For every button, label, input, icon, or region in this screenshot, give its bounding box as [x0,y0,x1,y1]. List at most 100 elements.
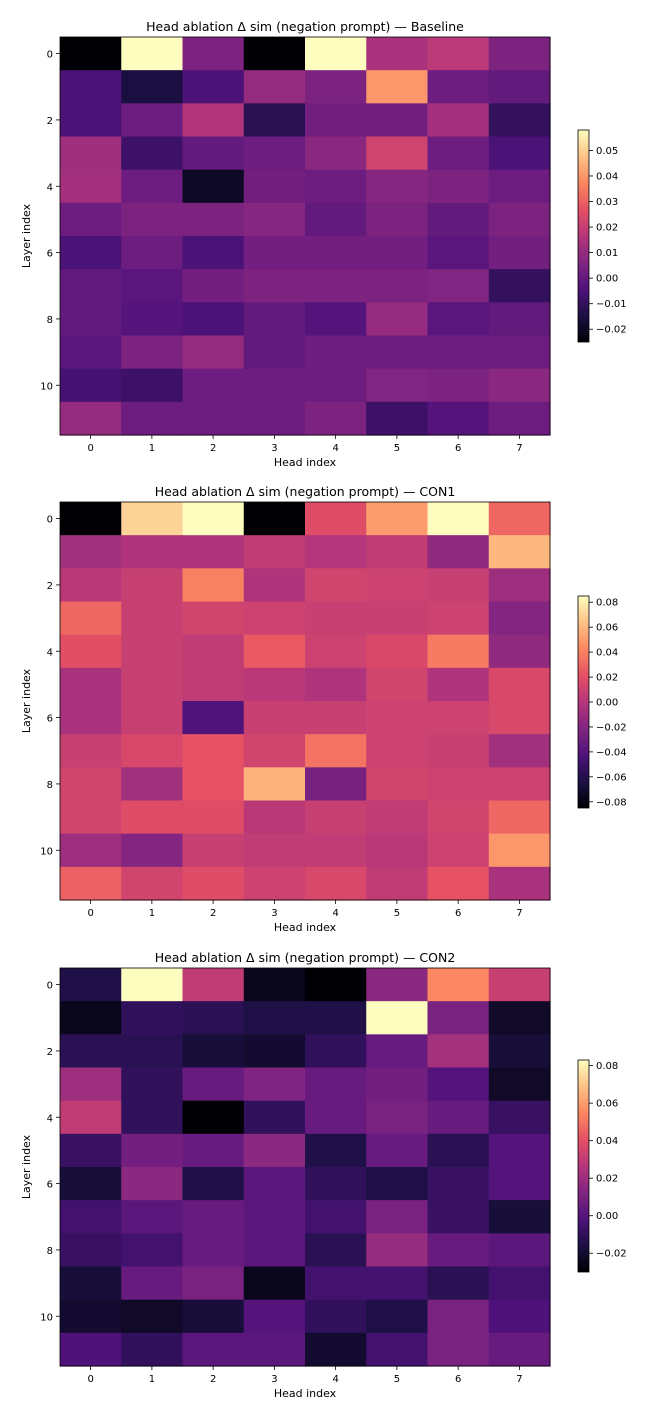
colorbar-tick-label: 0.06 [596,1099,618,1110]
colorbar-frame [577,129,590,343]
heatmap-cell-r10-c1 [121,1299,184,1334]
heatmap-cell-r10-c2 [182,1299,245,1334]
heatmap-cell-r8-c0 [60,302,122,337]
heatmap-cell-r8-c5 [366,302,429,337]
heatmap-cell-r9-c4 [305,335,367,370]
heatmap-cell-r7-c6 [427,269,490,303]
heatmap-cell-r5-c2 [182,667,245,702]
heatmap-cell-r3-c7 [488,1067,551,1102]
plot-frame [59,501,551,901]
colorbar-tick-label: −0.06 [596,772,627,783]
heatmap-cell-r2-c6 [427,568,490,603]
heatmap-cell-r0-c5 [366,968,429,1002]
x-tick-label: 5 [394,908,400,919]
y-tick-label: 10 [40,381,53,392]
heatmap-cell-r10-c4 [305,1299,367,1334]
heatmap-cell-r8-c2 [182,767,245,802]
heatmap-cell-r3-c6 [427,136,490,171]
heatmap-cell-r9-c6 [427,335,490,370]
heatmap-cell-r1-c1 [121,535,184,569]
heatmap-cell-r3-c0 [60,1067,122,1102]
heatmap-cell-r6-c7 [488,236,551,270]
heatmap-cell-r0-c3 [243,37,306,71]
heatmap-cell-r2-c4 [305,103,367,138]
heatmap-cell-r1-c1 [121,70,184,104]
heatmap-cell-r11-c5 [366,866,429,901]
heatmap-cell-r1-c4 [305,1001,367,1035]
heatmap-cell-r5-c7 [488,1133,551,1168]
heatmap-cell-r4-c7 [488,169,551,204]
heatmap-cell-r4-c5 [366,634,429,669]
x-tick-label: 2 [210,1374,216,1385]
heatmap-cell-r2-c2 [182,103,245,138]
x-tick-label: 4 [332,443,338,454]
heatmap-cell-r5-c4 [305,202,367,237]
heatmap-cell-r0-c4 [305,37,367,71]
heatmap-cell-r1-c6 [427,1001,490,1035]
heatmap-cell-r7-c4 [305,269,367,303]
heatmap-cell-r0-c1 [121,37,184,71]
heatmap-panel-2: Head ablation Δ sim (negation prompt) — … [20,950,627,1400]
heatmap-cell-r10-c4 [305,833,367,868]
heatmap-cell-r9-c0 [60,800,122,835]
heatmap-cell-r5-c4 [305,1133,367,1168]
chart-title: Head ablation Δ sim (negation prompt) — … [146,19,464,34]
colorbar-gradient [578,1060,589,1272]
y-tick-label: 4 [47,1113,53,1124]
y-tick-label: 8 [47,1246,53,1257]
heatmap-cell-r5-c7 [488,667,551,702]
x-tick-label: 6 [455,1374,461,1385]
heatmap-cell-r7-c4 [305,734,367,768]
x-tick-label: 1 [149,908,155,919]
heatmap-cell-r5-c5 [366,202,429,237]
heatmap-cell-r4-c2 [182,169,245,204]
chart-title: Head ablation Δ sim (negation prompt) — … [155,950,456,965]
y-tick-label: 8 [47,780,53,791]
heatmap-cell-r6-c0 [60,701,122,735]
heatmap-cell-r2-c2 [182,1034,245,1069]
colorbar-tick-label: 0.05 [596,146,618,157]
heatmap-cell-r3-c1 [121,136,184,171]
heatmap-cell-r3-c4 [305,601,367,636]
heatmap-cell-r6-c1 [121,236,184,270]
heatmap-cell-r0-c0 [60,968,122,1002]
heatmap-cell-r0-c6 [427,502,490,536]
plot-frame [59,36,551,436]
heatmap-cell-r6-c5 [366,1167,429,1201]
heatmap-cell-r3-c6 [427,1067,490,1102]
heatmap-cell-r7-c2 [182,1200,245,1234]
heatmap-cell-r11-c0 [60,866,122,901]
heatmap-cell-r1-c5 [366,70,429,104]
y-tick-label: 4 [47,182,53,193]
heatmap-cell-r9-c2 [182,335,245,370]
colorbar-tick-label: 0.02 [596,673,618,684]
y-tick-label: 2 [47,116,53,127]
heatmap-cell-r0-c6 [427,37,490,71]
heatmap-cell-r7-c1 [121,1200,184,1234]
heatmap-cell-r2-c7 [488,103,551,138]
heatmap-cell-r2-c7 [488,568,551,603]
heatmap-cell-r11-c6 [427,1332,490,1367]
colorbar: 0.08 0.06 0.04 0.02 0.00 −0.02 [577,1059,627,1273]
heatmap-cell-r7-c6 [427,1200,490,1234]
heatmap-cell-r9-c0 [60,1266,122,1301]
heatmap-cell-r1-c4 [305,70,367,104]
heatmap-cell-r8-c6 [427,302,490,337]
heatmap-cell-r10-c4 [305,368,367,403]
x-tick-label: 6 [455,908,461,919]
heatmap-cell-r7-c5 [366,734,429,768]
colorbar-tick-label: 0.00 [596,1211,618,1222]
heatmap-cell-r7-c1 [121,269,184,303]
x-tick-label: 3 [271,908,277,919]
x-tick-label: 4 [332,1374,338,1385]
heatmap-cell-r11-c6 [427,401,490,436]
colorbar-tick-label: 0.03 [596,197,618,208]
heatmap-cell-r3-c2 [182,601,245,636]
colorbar-gradient [578,130,589,342]
heatmap-cell-r1-c3 [243,70,306,104]
x-tick-label: 6 [455,443,461,454]
heatmap-cell-r3-c1 [121,1067,184,1102]
heatmap-cell-r1-c2 [182,70,245,104]
colorbar-tick-label: 0.08 [596,598,618,609]
